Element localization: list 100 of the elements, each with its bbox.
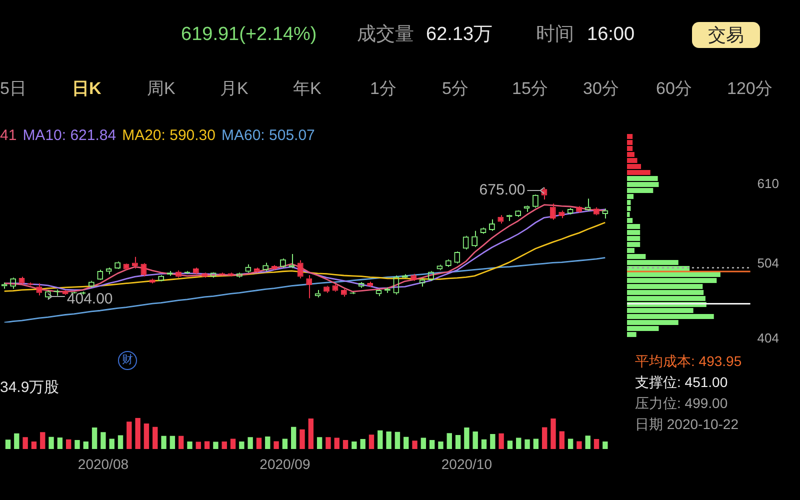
bar [507, 440, 513, 449]
bar [170, 436, 176, 449]
annotation: 404.00 [66, 290, 113, 308]
bar [291, 426, 296, 449]
bar [516, 438, 522, 449]
bar [446, 433, 452, 449]
bar [481, 439, 487, 449]
bar [5, 440, 11, 449]
badge-icon: 财 [118, 351, 137, 370]
bar [472, 432, 478, 449]
bar [455, 434, 461, 449]
ref-line-label: 平均成本: 493.95 [635, 352, 743, 371]
bar [144, 423, 150, 449]
candlestick [132, 256, 138, 269]
bar [300, 429, 305, 449]
bar [152, 426, 158, 449]
bar [352, 442, 357, 449]
bar [14, 433, 20, 449]
text: 15分 [512, 78, 548, 100]
bar [187, 442, 192, 449]
bar [594, 439, 600, 449]
bar [585, 436, 590, 449]
x-tick-label: 2020/08 [78, 456, 129, 472]
text: 5日 [0, 78, 26, 100]
text: MA10: 621.84 [22, 127, 116, 144]
candlestick [140, 262, 147, 277]
bar [265, 436, 270, 449]
bar [196, 442, 201, 449]
y-tick-label: 404 [757, 330, 780, 346]
ref-line-label: 压力位: 499.00 [635, 394, 729, 413]
bar [602, 442, 608, 449]
text: 30分 [583, 78, 619, 100]
bar [438, 442, 444, 449]
bar [92, 428, 98, 449]
bar [100, 432, 106, 449]
bar [334, 438, 340, 449]
text: 成交量 [357, 23, 414, 47]
text: 日K [72, 78, 102, 100]
text: 日期 2020-10-22 [635, 415, 740, 434]
x-tick-label: 2020/10 [441, 456, 492, 472]
bar [282, 438, 288, 449]
bar [550, 418, 556, 449]
bar [213, 442, 218, 449]
candlestick [558, 210, 565, 219]
candlestick [324, 285, 330, 294]
text: 月K [220, 78, 248, 100]
candlestick [550, 203, 556, 220]
y-tick-label: 504 [757, 256, 780, 271]
candlestick [18, 276, 25, 285]
button: 交易 [692, 22, 760, 48]
bar [404, 436, 409, 449]
bar [161, 436, 166, 449]
bar [360, 439, 366, 449]
bar [178, 436, 184, 449]
text: 41 [0, 127, 17, 144]
bar [40, 432, 46, 449]
x-tick-label: 2020/09 [260, 456, 310, 472]
bar [542, 427, 548, 449]
annotation: 675.00 [479, 182, 526, 199]
bar [378, 430, 383, 449]
bar [66, 439, 72, 449]
bar [368, 434, 374, 449]
bar [239, 442, 244, 449]
bar [316, 437, 322, 449]
text: 周K [147, 78, 176, 100]
bar [135, 418, 140, 449]
bar [386, 432, 392, 449]
bar [22, 437, 28, 449]
bar [394, 432, 400, 449]
bar [533, 438, 539, 449]
bar [576, 441, 582, 449]
text: MA20: 590.30 [122, 127, 216, 144]
bar [308, 418, 314, 449]
ref-line-label: 支撑位: 451.00 [635, 373, 729, 392]
bar [274, 441, 279, 449]
bar [118, 435, 124, 449]
text: 120分 [727, 78, 772, 100]
bar [429, 440, 435, 449]
bar [109, 438, 114, 449]
candlestick [367, 281, 374, 288]
text: 619.91(+2.14%) [181, 23, 317, 47]
bar [559, 431, 564, 449]
bar [31, 442, 37, 449]
candlestick [297, 260, 304, 279]
bar [248, 437, 253, 449]
bar [57, 437, 63, 449]
bar [204, 441, 210, 449]
bar [74, 440, 80, 449]
bar [524, 439, 530, 449]
text: 年K [293, 78, 322, 100]
bar [83, 442, 88, 449]
text: 16:00 [587, 23, 635, 47]
bar [568, 438, 574, 449]
bar [126, 422, 132, 449]
bar [222, 442, 227, 449]
text: 时间 [536, 23, 574, 47]
bar [420, 438, 426, 449]
bar [256, 438, 262, 449]
chart-title: 34.9万股 [0, 378, 60, 398]
bar [230, 438, 236, 449]
